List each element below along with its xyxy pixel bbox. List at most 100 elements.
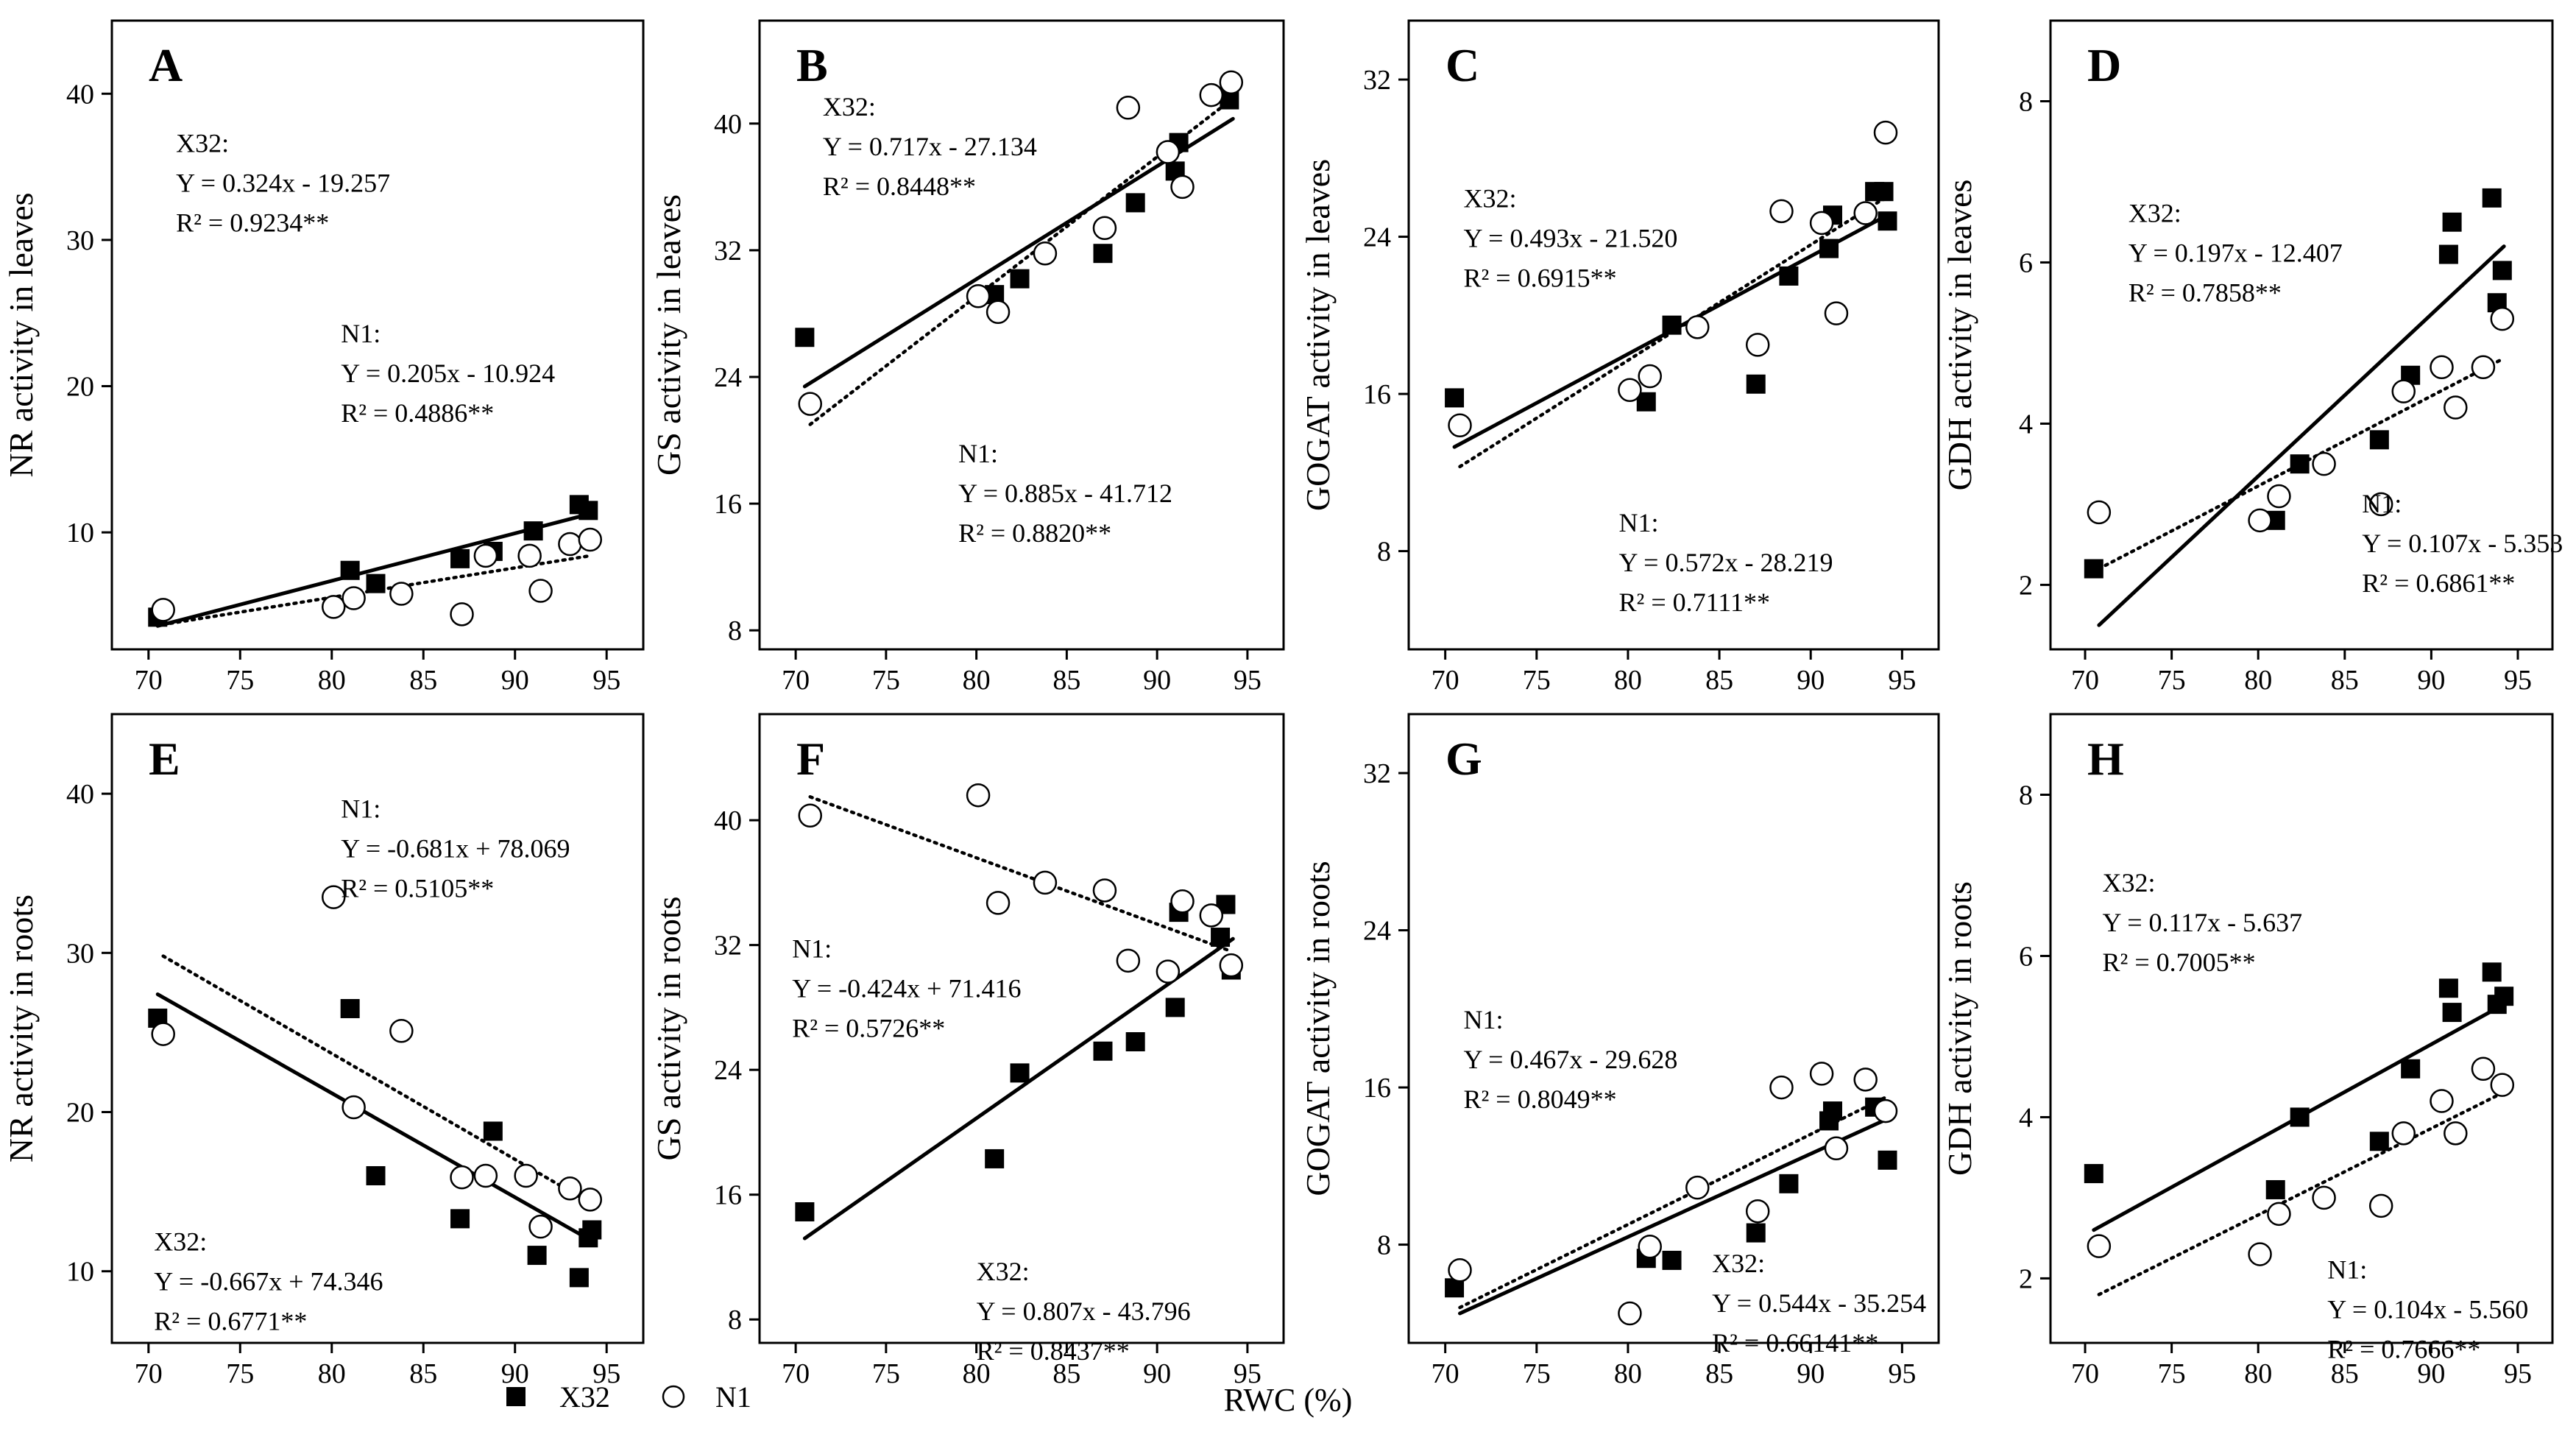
x-tick-label: 70	[135, 665, 163, 696]
point-n1	[558, 532, 582, 557]
point-n1	[1170, 889, 1195, 914]
panel-letter: F	[796, 733, 825, 785]
y-tick-label: 8	[2019, 86, 2033, 117]
equation-x32: R² = 0.7858**	[2129, 278, 2282, 308]
point-n1	[2490, 306, 2515, 331]
x-tick-label: 90	[501, 1358, 529, 1389]
plot-frame	[758, 713, 1285, 1344]
point-x32	[2265, 1179, 2285, 1199]
equation-n1: R² = 0.8820**	[958, 518, 1111, 548]
equation-n1: R² = 0.6861**	[2362, 568, 2515, 598]
point-n1	[389, 1018, 414, 1043]
equation-n1: R² = 0.7666**	[2327, 1334, 2480, 1363]
equation-n1: R² = 0.5105**	[341, 874, 494, 903]
x-tick-label: 85	[2331, 1358, 2359, 1389]
point-n1	[2471, 1056, 2496, 1081]
x-tick-label: 85	[2331, 665, 2359, 696]
point-n1	[528, 1214, 553, 1239]
equation-n1: Y = 0.104x - 5.560	[2327, 1294, 2528, 1324]
equation-x32: R² = 0.66141**	[1712, 1328, 1878, 1358]
point-n1	[1199, 903, 1224, 928]
y-tick-label: 32	[1363, 65, 1391, 96]
panel-letter: B	[796, 39, 828, 91]
y-tick-label: 16	[1363, 379, 1391, 410]
fit-line-n1	[161, 554, 592, 627]
point-x32	[2084, 1164, 2103, 1184]
point-n1	[1448, 1258, 1472, 1283]
equation-x32: X32:	[154, 1227, 207, 1257]
point-n1	[1745, 1199, 1770, 1224]
y-tick-label: 40	[66, 79, 94, 110]
point-x32	[582, 1220, 602, 1240]
panel-letter: D	[2087, 39, 2121, 91]
x-tick-label: 90	[1143, 665, 1171, 696]
equation-x32: Y = 0.324x - 19.257	[176, 169, 390, 198]
y-tick-label: 6	[2019, 247, 2033, 278]
fit-line-n1	[1458, 195, 1888, 469]
point-n1	[578, 527, 603, 552]
point-x32	[2369, 1132, 2389, 1151]
y-tick-label: 20	[66, 1098, 94, 1129]
y-axis-label: GOGAT activity in leaves	[1299, 159, 1337, 511]
x-tick-label: 80	[318, 665, 346, 696]
x-tick-label: 80	[1614, 665, 1642, 696]
point-n1	[450, 602, 474, 627]
point-n1	[798, 392, 822, 416]
equation-n1: N1:	[341, 794, 381, 824]
point-x32	[2482, 962, 2502, 982]
point-n1	[1638, 1234, 1662, 1259]
y-tick-label: 24	[714, 1055, 742, 1086]
point-n1	[2368, 1193, 2393, 1218]
panel-letter: C	[1446, 39, 1479, 91]
y-tick-label: 30	[66, 938, 94, 969]
x-tick-label: 80	[963, 665, 991, 696]
x-tick-label: 95	[1888, 1358, 1916, 1389]
x-tick-label: 70	[1432, 665, 1459, 696]
point-n1	[389, 582, 414, 606]
point-x32	[2494, 987, 2514, 1006]
equation-n1: Y = 0.467x - 29.628	[1463, 1045, 1677, 1074]
equation-n1: N1:	[958, 439, 998, 468]
y-tick-label: 8	[728, 615, 742, 646]
equation-n1: R² = 0.5726**	[792, 1014, 945, 1043]
point-n1	[986, 891, 1011, 915]
y-tick-label: 32	[1363, 758, 1391, 789]
y-tick-label: 8	[2019, 780, 2033, 811]
point-n1	[2248, 1242, 2272, 1266]
x-tick-label: 80	[2244, 1358, 2272, 1389]
point-x32	[2369, 430, 2389, 450]
equation-n1: R² = 0.4886**	[341, 398, 494, 428]
point-n1	[473, 543, 498, 568]
point-n1	[798, 803, 822, 828]
point-x32	[1779, 1174, 1799, 1193]
y-tick-label: 8	[1377, 537, 1391, 568]
point-n1	[1170, 174, 1195, 200]
point-n1	[1769, 1075, 1794, 1100]
point-n1	[2248, 508, 2272, 533]
y-tick-label: 32	[714, 236, 742, 267]
equation-x32: X32:	[1463, 184, 1516, 214]
x-tick-label: 70	[1432, 1358, 1459, 1389]
point-n1	[2267, 1202, 2291, 1227]
point-n1	[1853, 1068, 1878, 1092]
point-x32	[1010, 269, 1030, 289]
y-tick-label: 20	[66, 372, 94, 403]
plot-frame	[110, 713, 645, 1344]
point-n1	[2391, 1121, 2416, 1146]
y-axis-label: GS activity in roots	[650, 896, 687, 1160]
point-n1	[1638, 364, 1662, 389]
point-x32	[2492, 261, 2512, 281]
plot-frame	[758, 19, 1285, 651]
legend-marker-n1	[662, 1385, 685, 1408]
equation-n1: N1:	[2362, 489, 2402, 518]
equation-x32: Y = 0.493x - 21.520	[1463, 224, 1677, 253]
legend: X32 N1	[506, 1380, 751, 1414]
y-tick-label: 16	[714, 1180, 742, 1211]
equation-n1: Y = -0.424x + 71.416	[792, 974, 1021, 1003]
point-x32	[1819, 239, 1839, 258]
legend-label-n1: N1	[715, 1380, 751, 1414]
equation-x32: R² = 0.8437**	[977, 1336, 1130, 1366]
y-tick-label: 2	[2019, 1263, 2033, 1294]
point-n1	[1199, 82, 1224, 107]
y-tick-label: 16	[1363, 1073, 1391, 1104]
